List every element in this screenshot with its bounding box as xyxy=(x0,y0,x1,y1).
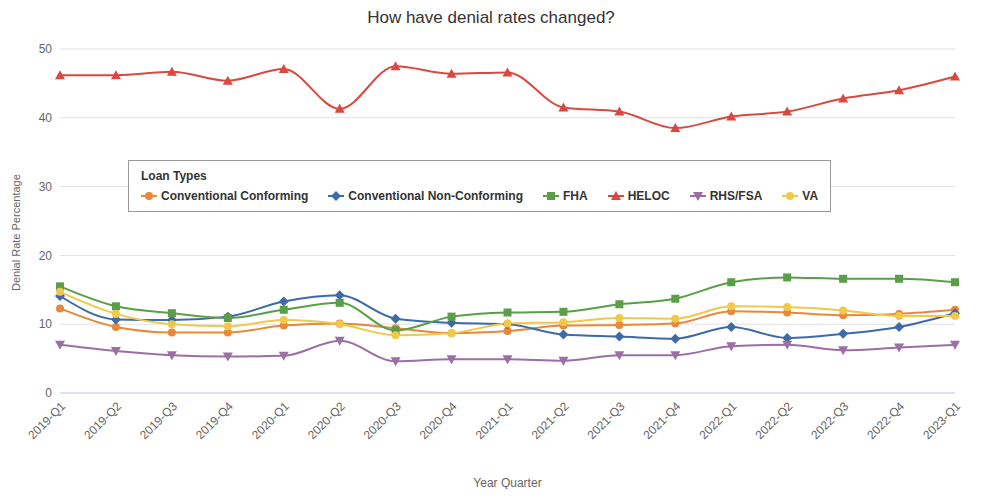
html-text:Conventional Conforming: Conventional Conforming xyxy=(161,189,309,203)
svg-text:Denial Rate Percentage: Denial Rate Percentage xyxy=(10,174,22,291)
svg-text:10: 10 xyxy=(39,317,53,331)
svg-text:2022-Q1: 2022-Q1 xyxy=(696,399,739,442)
svg-text:20: 20 xyxy=(39,249,53,263)
svg-text:2020-Q4: 2020-Q4 xyxy=(417,399,460,442)
svg-text:2021-Q4: 2021-Q4 xyxy=(641,399,684,442)
html-text:VA: VA xyxy=(802,189,819,203)
svg-text:30: 30 xyxy=(39,180,53,194)
html-text:FHA: FHA xyxy=(563,189,588,203)
svg-text:0: 0 xyxy=(45,386,52,400)
svg-text:2021-Q3: 2021-Q3 xyxy=(585,399,628,442)
svg-text:2022-Q4: 2022-Q4 xyxy=(864,399,907,442)
html-text:HELOC: HELOC xyxy=(627,189,670,203)
svg-text:2023-Q1: 2023-Q1 xyxy=(920,399,963,442)
html-text:Conventional Non-Conforming: Conventional Non-Conforming xyxy=(348,189,523,203)
svg-text:50: 50 xyxy=(39,42,53,56)
html-text:How have denial rates changed?: How have denial rates changed? xyxy=(367,8,615,27)
svg-text:Year Quarter: Year Quarter xyxy=(473,476,541,489)
svg-text:2019-Q4: 2019-Q4 xyxy=(193,399,236,442)
svg-text:2020-Q2: 2020-Q2 xyxy=(305,399,348,442)
svg-text:2019-Q1: 2019-Q1 xyxy=(25,399,68,442)
svg-text:2019-Q3: 2019-Q3 xyxy=(137,399,180,442)
svg-text:2022-Q2: 2022-Q2 xyxy=(752,399,795,442)
html-text:Loan Types: Loan Types xyxy=(141,169,207,183)
html-text:RHS/FSA: RHS/FSA xyxy=(709,189,763,203)
svg-text:2021-Q2: 2021-Q2 xyxy=(529,399,572,442)
svg-text:2019-Q2: 2019-Q2 xyxy=(81,399,124,442)
svg-text:2020-Q3: 2020-Q3 xyxy=(361,399,404,442)
svg-text:2021-Q1: 2021-Q1 xyxy=(473,399,516,442)
svg-text:40: 40 xyxy=(39,111,53,125)
svg-text:2020-Q1: 2020-Q1 xyxy=(249,399,292,442)
svg-text:2022-Q3: 2022-Q3 xyxy=(808,399,851,442)
